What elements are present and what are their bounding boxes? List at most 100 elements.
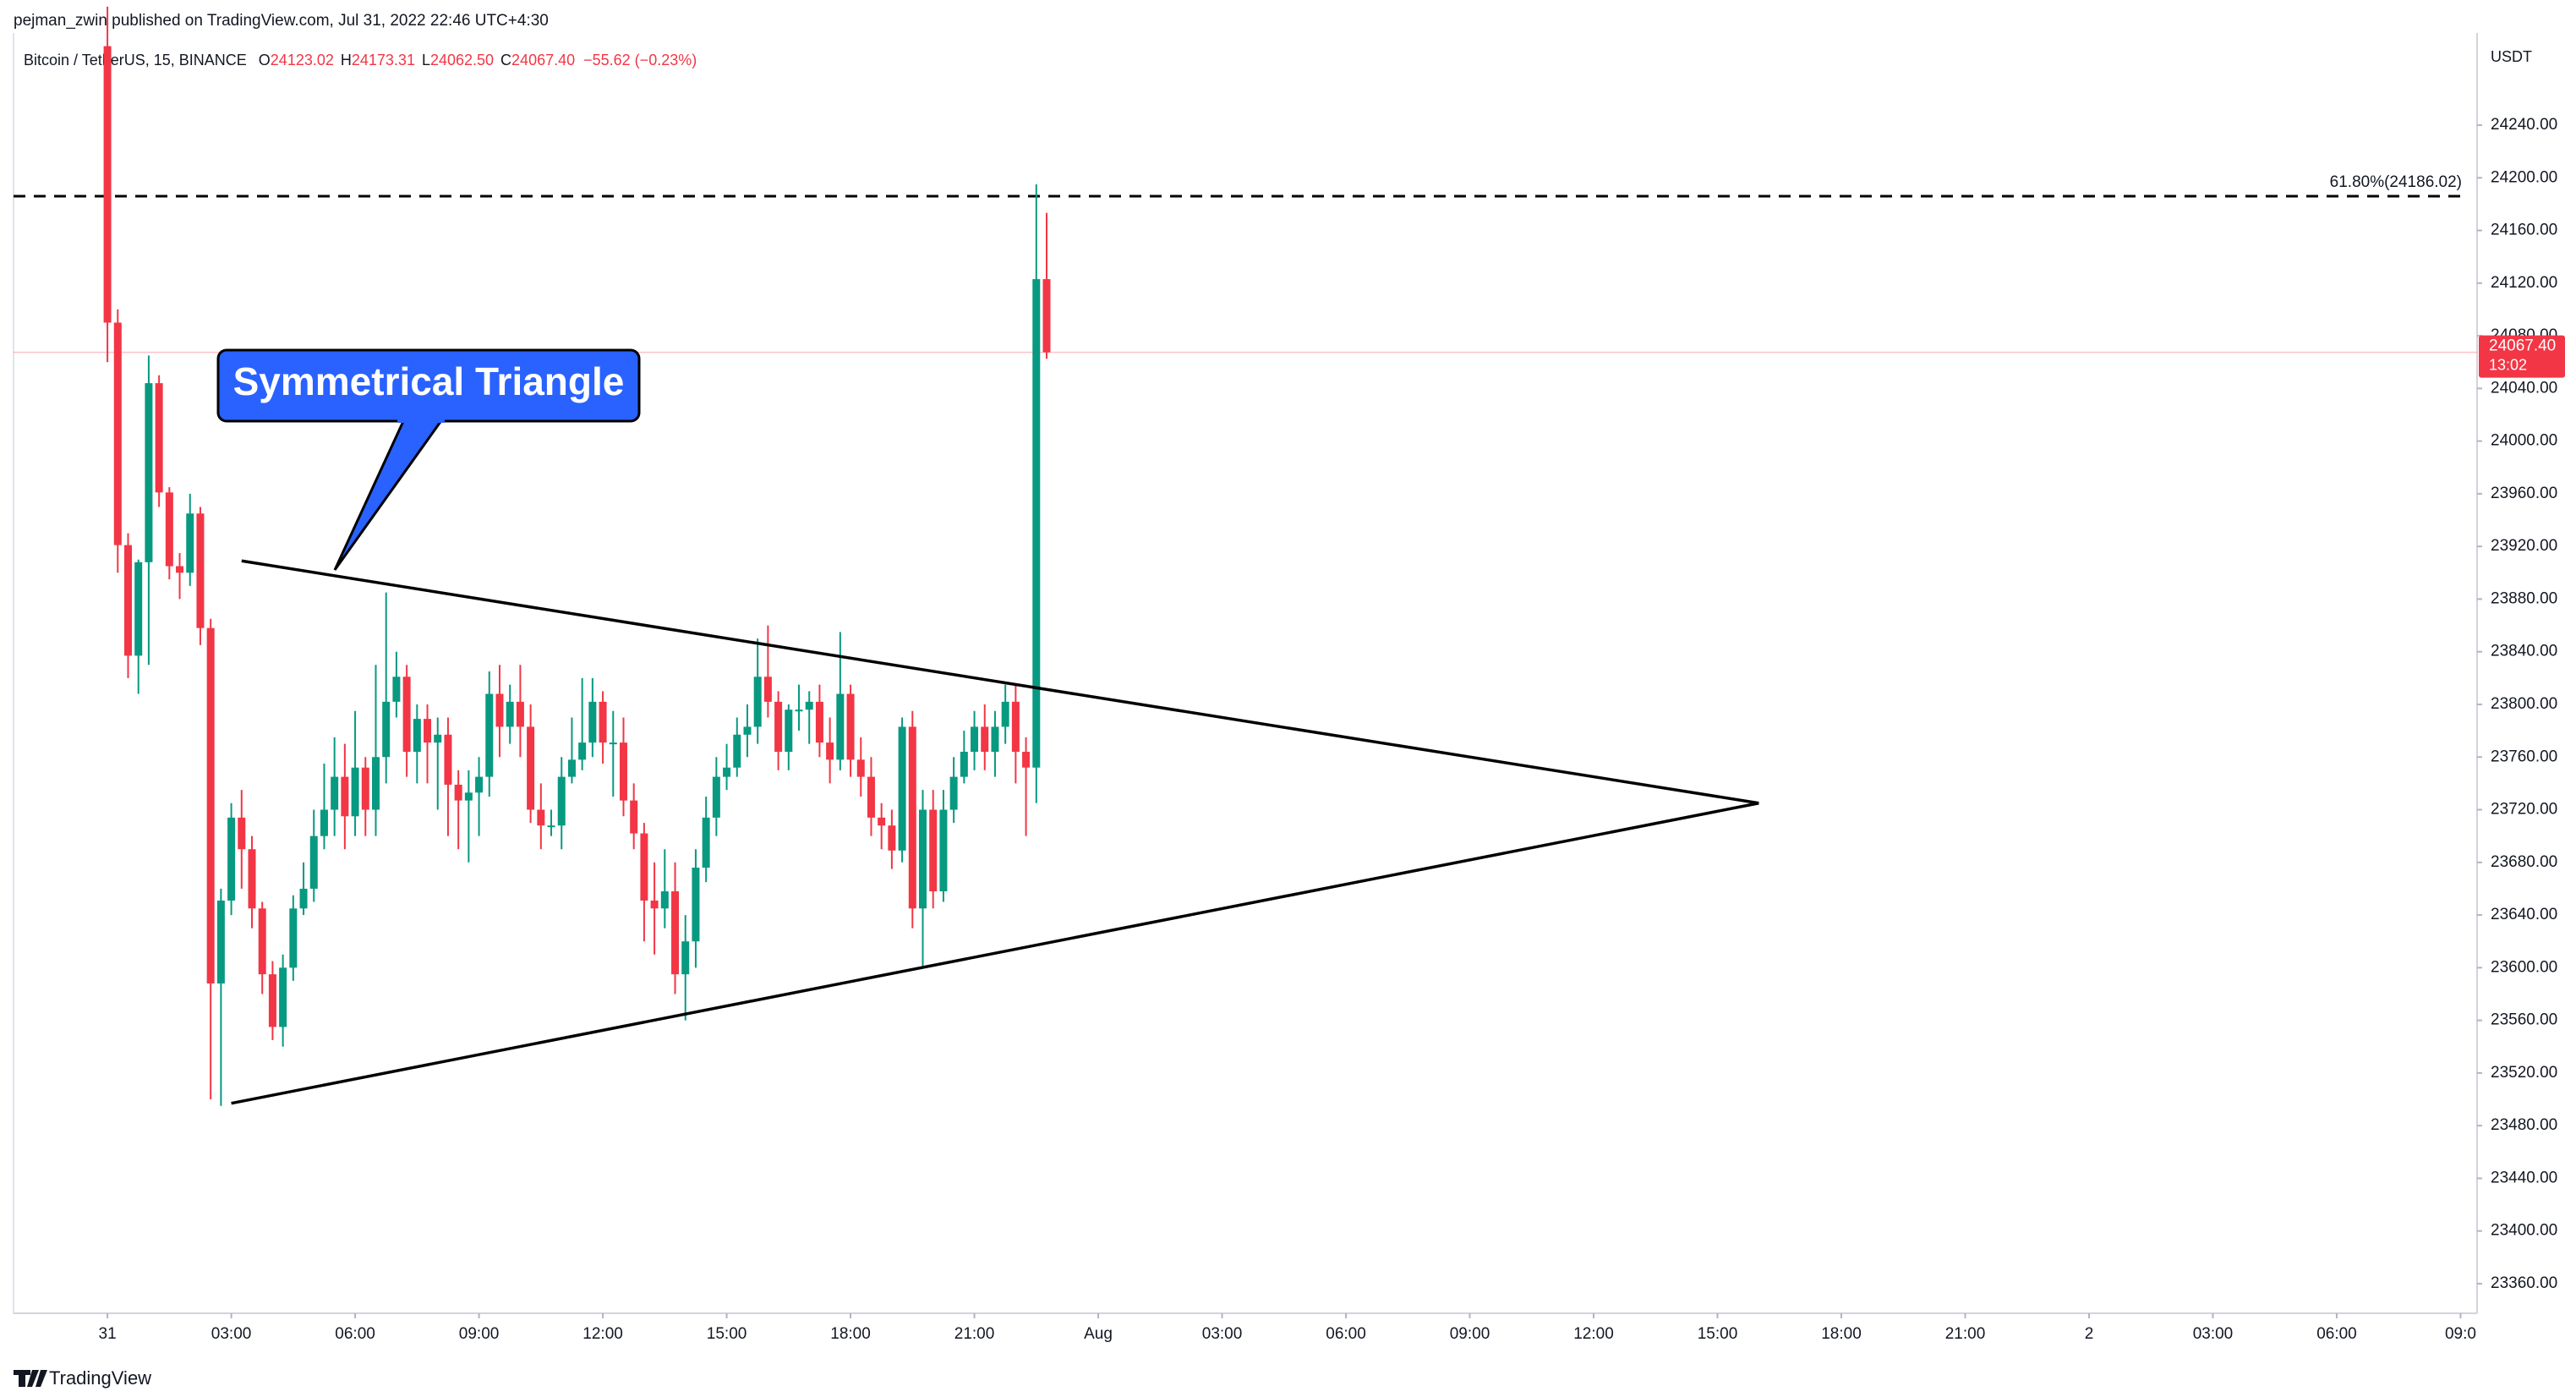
candle-body <box>516 701 524 727</box>
candle-body <box>320 809 328 836</box>
candle-body <box>836 693 845 760</box>
candle-body <box>609 742 617 745</box>
x-tick-label: 12:00 <box>1573 1325 1614 1343</box>
candle-body <box>268 974 276 1027</box>
y-tick-label: 23480.00 <box>2491 1116 2557 1134</box>
candle-body <box>351 767 359 817</box>
candle-body <box>216 900 225 984</box>
candle-body <box>299 888 308 909</box>
h-value: 24173.31 <box>352 52 415 68</box>
candle-body <box>547 825 555 828</box>
x-tick-label: 21:00 <box>954 1325 995 1343</box>
candle-body <box>785 709 793 753</box>
x-tick-label: 03:00 <box>211 1325 252 1343</box>
candle-body <box>1022 752 1031 768</box>
y-tick-label: 24240.00 <box>2491 116 2557 134</box>
y-tick-label: 23560.00 <box>2491 1011 2557 1029</box>
candle-body <box>238 817 246 850</box>
y-tick-label: 23800.00 <box>2491 695 2557 713</box>
candle-body <box>971 726 979 753</box>
y-tick-label: 24200.00 <box>2491 168 2557 186</box>
candle-body <box>361 767 369 810</box>
candle-body <box>371 757 380 810</box>
candle-body <box>671 891 680 975</box>
x-tick-label: 09:00 <box>459 1325 500 1343</box>
candle-body <box>919 809 927 909</box>
candle-body <box>681 941 690 975</box>
currency: USDT <box>2491 48 2532 65</box>
candle-body <box>227 817 236 901</box>
candle-body <box>145 383 153 562</box>
candle-body <box>856 759 865 777</box>
candle-body <box>434 734 442 743</box>
y-tick-label: 24000.00 <box>2491 432 2557 450</box>
o-label: O <box>259 52 271 68</box>
candle-body <box>454 784 462 801</box>
candle-body <box>949 776 958 810</box>
x-tick-label: 09:00 <box>1450 1325 1490 1343</box>
candle-body <box>331 776 339 810</box>
x-tick-label: 09:0 <box>2445 1325 2476 1343</box>
l-label: L <box>422 52 430 68</box>
candle-body <box>795 709 803 712</box>
brand-name: TradingView <box>49 1367 151 1389</box>
candle-body <box>341 776 349 817</box>
y-tick-label: 24160.00 <box>2491 222 2557 239</box>
y-tick-label: 23720.00 <box>2491 801 2557 819</box>
x-tick-label: 15:00 <box>707 1325 747 1343</box>
candle-body <box>846 693 855 760</box>
fib-label: 61.80%(24186.02) <box>2330 173 2462 191</box>
x-tick-label: 06:00 <box>335 1325 375 1343</box>
candle-body <box>537 809 545 826</box>
y-tick-label: 23920.00 <box>2491 537 2557 555</box>
symbol: Bitcoin / TetherUS, 15, BINANCE <box>24 52 247 68</box>
trendline <box>231 802 1759 1105</box>
x-tick-label: Aug <box>1084 1325 1113 1343</box>
candle-body <box>124 545 133 656</box>
candle-body <box>413 719 421 753</box>
callout-text: Symmetrical Triangle <box>233 359 625 403</box>
l-value: 24062.50 <box>430 52 494 68</box>
candle-body <box>991 726 999 753</box>
o-value: 24123.02 <box>271 52 334 68</box>
candle-body <box>134 562 143 656</box>
y-tick-label: 23680.00 <box>2491 853 2557 871</box>
candle-body <box>712 776 720 818</box>
candle-body <box>1032 279 1041 768</box>
candle-body <box>444 734 452 785</box>
candle-body <box>424 719 432 743</box>
brand: TradingView <box>14 1367 151 1389</box>
y-tick-label: 23520.00 <box>2491 1064 2557 1082</box>
price-tag <box>2479 335 2565 378</box>
candle-body <box>196 513 205 628</box>
candle-body <box>103 46 112 323</box>
candle-body <box>1042 279 1051 353</box>
candle-body <box>475 776 484 793</box>
candle-body <box>630 800 638 834</box>
x-tick-label: 12:00 <box>582 1325 623 1343</box>
x-tick-label: 06:00 <box>1326 1325 1366 1343</box>
candle-body <box>650 900 659 909</box>
y-tick-label: 23760.00 <box>2491 748 2557 765</box>
x-tick-label: 06:00 <box>2316 1325 2357 1343</box>
candle-body <box>206 627 215 984</box>
candle-body <box>805 701 813 710</box>
publish-info: pejman_zwin published on TradingView.com… <box>14 12 549 30</box>
candle-body <box>248 849 256 909</box>
candle-body <box>258 908 266 975</box>
candle-body <box>186 513 194 573</box>
x-tick-label: 21:00 <box>1945 1325 1986 1343</box>
candle-body <box>774 701 783 753</box>
y-tick-label: 23440.00 <box>2491 1169 2557 1186</box>
candle-body <box>660 891 669 909</box>
candle-body <box>588 701 597 743</box>
candle-body <box>640 833 648 901</box>
candle-body <box>165 492 173 567</box>
candle-body <box>733 734 741 768</box>
candle-body <box>506 701 514 727</box>
candle-body <box>485 693 494 777</box>
candle-body <box>279 967 287 1027</box>
candle-body <box>763 677 772 702</box>
